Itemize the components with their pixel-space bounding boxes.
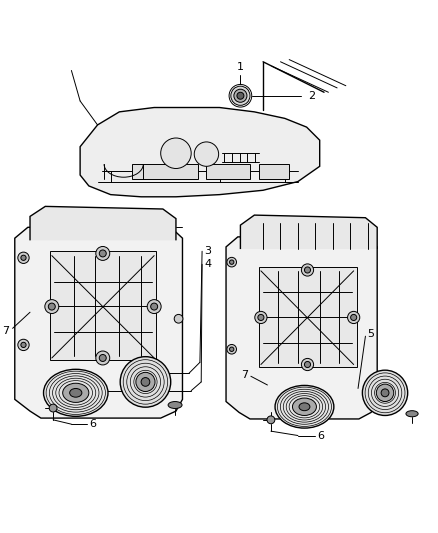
- Polygon shape: [15, 227, 183, 418]
- Circle shape: [227, 257, 237, 267]
- Text: 6: 6: [89, 419, 96, 429]
- Circle shape: [99, 250, 106, 257]
- Text: 1: 1: [237, 62, 244, 72]
- Circle shape: [304, 267, 311, 273]
- Circle shape: [348, 311, 360, 324]
- FancyBboxPatch shape: [49, 251, 156, 360]
- Text: 7: 7: [241, 369, 248, 379]
- Ellipse shape: [299, 403, 310, 411]
- Polygon shape: [80, 108, 320, 197]
- Circle shape: [234, 89, 247, 102]
- Ellipse shape: [293, 398, 316, 416]
- Circle shape: [49, 404, 57, 412]
- FancyBboxPatch shape: [259, 164, 289, 180]
- Text: 6: 6: [318, 431, 325, 440]
- Circle shape: [21, 342, 26, 348]
- Text: 3: 3: [204, 246, 211, 256]
- Circle shape: [304, 361, 311, 368]
- Ellipse shape: [70, 389, 82, 397]
- Ellipse shape: [168, 401, 182, 408]
- Circle shape: [227, 344, 237, 354]
- Circle shape: [258, 314, 264, 320]
- Circle shape: [267, 416, 275, 424]
- Circle shape: [120, 357, 171, 407]
- FancyBboxPatch shape: [206, 164, 250, 180]
- Text: 7: 7: [3, 326, 10, 336]
- Circle shape: [96, 351, 110, 365]
- Circle shape: [381, 389, 389, 397]
- Circle shape: [230, 347, 234, 351]
- Circle shape: [45, 300, 59, 313]
- Polygon shape: [240, 215, 377, 249]
- Circle shape: [18, 339, 29, 351]
- Polygon shape: [30, 206, 176, 240]
- Ellipse shape: [275, 385, 334, 428]
- Circle shape: [230, 260, 234, 264]
- Text: 2: 2: [308, 91, 315, 101]
- FancyBboxPatch shape: [132, 164, 198, 180]
- Circle shape: [351, 314, 357, 320]
- Circle shape: [194, 142, 219, 166]
- Ellipse shape: [63, 383, 89, 402]
- Circle shape: [161, 138, 191, 168]
- Circle shape: [96, 246, 110, 261]
- Circle shape: [141, 377, 150, 386]
- Circle shape: [237, 92, 244, 99]
- Circle shape: [231, 86, 250, 106]
- Circle shape: [255, 311, 267, 324]
- Polygon shape: [226, 237, 377, 419]
- Circle shape: [376, 384, 394, 401]
- Circle shape: [174, 314, 183, 323]
- Circle shape: [21, 255, 26, 261]
- Circle shape: [362, 370, 408, 416]
- Text: 5: 5: [367, 329, 374, 339]
- Circle shape: [147, 300, 161, 313]
- Circle shape: [301, 358, 314, 370]
- Circle shape: [151, 303, 158, 310]
- Text: 4: 4: [204, 260, 212, 269]
- Ellipse shape: [406, 411, 418, 417]
- Circle shape: [136, 373, 155, 392]
- Circle shape: [18, 252, 29, 263]
- Ellipse shape: [43, 369, 108, 416]
- Circle shape: [301, 264, 314, 276]
- Circle shape: [48, 303, 55, 310]
- Circle shape: [99, 354, 106, 361]
- FancyBboxPatch shape: [259, 268, 357, 367]
